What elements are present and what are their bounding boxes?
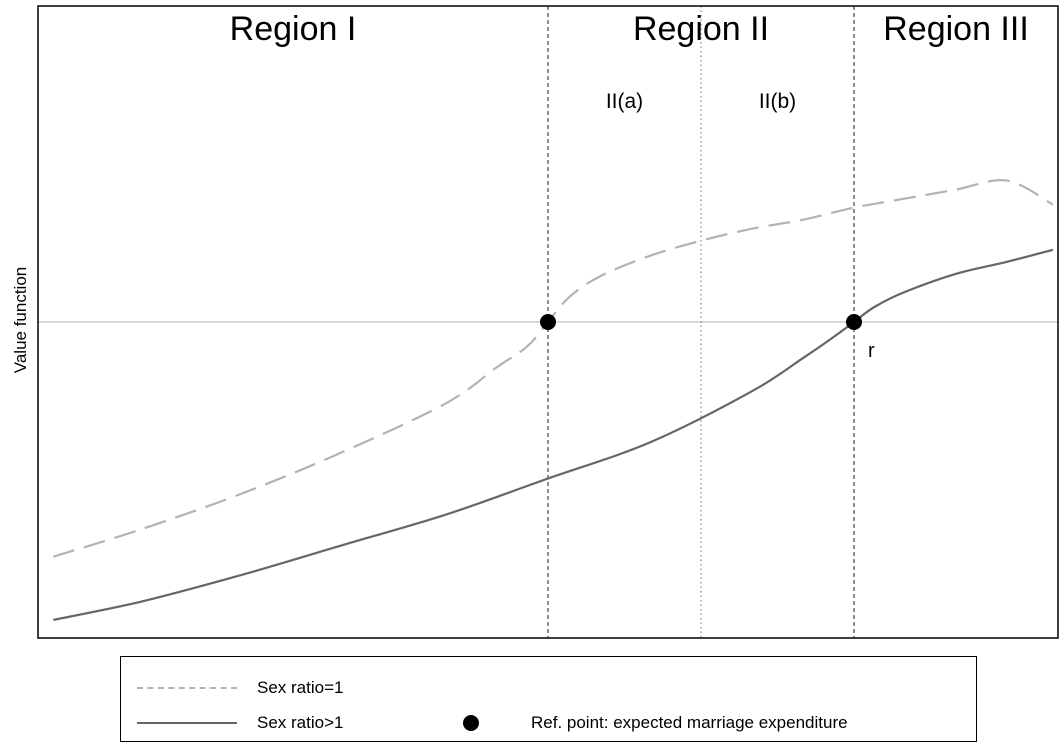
legend-dashed-line-icon (137, 687, 237, 689)
legend-dot-icon (463, 715, 479, 731)
region-label-3: Region III (883, 10, 1029, 48)
reference-point-label: r (868, 340, 875, 362)
legend: Sex ratio=1 Sex ratio>1 Ref. point: expe… (120, 656, 977, 742)
region-label-2: Region II (633, 10, 769, 48)
reference-point-1 (540, 314, 556, 330)
series-line-sex-ratio-1 (52, 179, 1054, 558)
legend-label-reference-point: Ref. point: expected marriage expenditur… (531, 713, 848, 732)
plot-frame (37, 5, 1059, 639)
legend-solid-line-icon (137, 722, 237, 724)
legend-item-sex-ratio-gt-1: Sex ratio>1 (137, 711, 343, 735)
legend-label-sex-ratio-1: Sex ratio=1 (257, 678, 344, 697)
subregion-label-2: II(b) (759, 90, 796, 113)
legend-label-sex-ratio-gt-1: Sex ratio>1 (257, 713, 344, 732)
series-line-sex-ratio-gt-1 (53, 248, 1054, 621)
reference-point-2 (846, 314, 862, 330)
region-label-1: Region I (230, 10, 357, 48)
value-function-chart: r Region I Region II Region III II(a) II(b) V… (11, 5, 1059, 639)
legend-item-reference-point: Ref. point: expected marriage expenditur… (463, 711, 848, 735)
legend-item-sex-ratio-1: Sex ratio=1 (137, 676, 343, 700)
subregion-label-1: II(a) (606, 90, 643, 113)
y-axis-label: Value function (11, 267, 30, 373)
plot-layer: r Region I Region II Region III II(a) II(b) (37, 5, 1059, 639)
